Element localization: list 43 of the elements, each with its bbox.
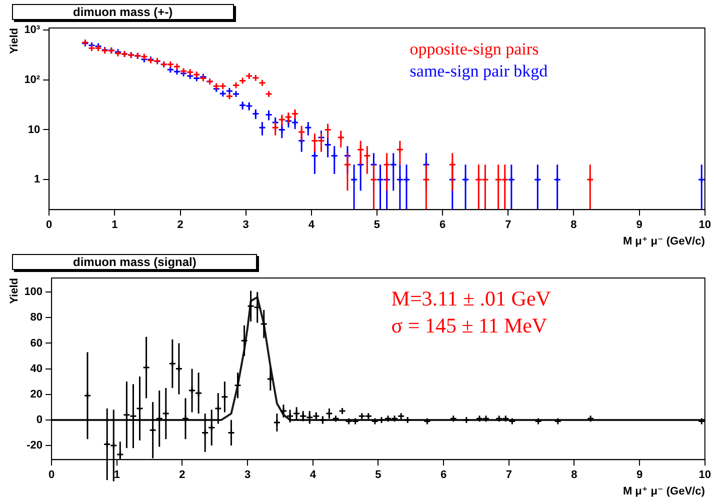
- y-axis-title: Yield: [8, 28, 21, 54]
- x-tick-label: 2: [179, 469, 186, 482]
- x-tick-label: 8: [571, 469, 578, 482]
- x-tick-label: 7: [505, 219, 512, 232]
- y-tick-label: 100: [24, 286, 43, 298]
- x-tick-label: 4: [308, 219, 316, 232]
- x-tick-label: 3: [244, 469, 251, 482]
- y-tick-label: 80: [30, 312, 43, 324]
- x-tick-label: 1: [114, 469, 120, 482]
- y-tick-label: 10³: [24, 24, 40, 36]
- x-tick-label: 5: [374, 219, 380, 232]
- x-tick-label: 7: [506, 469, 512, 482]
- x-tick-label: 1: [112, 219, 118, 232]
- text: opposite-sign pairs: [410, 39, 539, 58]
- y-tick-label: -20: [26, 440, 43, 452]
- x-tick-label: 3: [242, 219, 249, 232]
- x-tick-label: 6: [440, 219, 446, 232]
- chart-title: dimuon mass (+-): [12, 4, 234, 20]
- y-tick-label: 40: [30, 362, 43, 375]
- y-tick-label: 20: [30, 388, 43, 400]
- x-tick-label: 2: [177, 219, 184, 232]
- y-tick-label: 10: [28, 124, 40, 136]
- text: same-sign pair bkgd: [410, 61, 548, 80]
- x-tick-label: 9: [636, 469, 643, 482]
- x-tick-label: 5: [375, 469, 382, 482]
- x-tick-label: 10: [698, 469, 712, 482]
- annotation: σ = 145 ± 11 MeV: [391, 313, 548, 338]
- x-tick-label: 0: [48, 469, 55, 482]
- y-tick-label: 60: [30, 337, 43, 350]
- annotation: M=3.11 ± .01 GeV: [391, 286, 551, 310]
- y-tick-label: 10²: [24, 74, 40, 86]
- y-axis-title: Yield: [8, 278, 21, 304]
- x-tick-label: 8: [570, 219, 577, 232]
- x-tick-label: 6: [440, 469, 447, 482]
- chart-title: dimuon mass (signal): [12, 254, 258, 270]
- x-tick-label: 10: [698, 219, 712, 232]
- y-tick-label: 0: [36, 414, 43, 426]
- x-tick-label: 4: [310, 469, 317, 482]
- y-tick-label: 1: [34, 174, 40, 186]
- x-tick-label: 9: [636, 219, 642, 232]
- x-axis-title: M μ⁺ μ⁻ (GeV/c): [622, 235, 706, 248]
- x-axis-title: M μ⁺ μ⁻ (GeV/c): [622, 485, 706, 498]
- x-tick-label: 0: [46, 219, 52, 232]
